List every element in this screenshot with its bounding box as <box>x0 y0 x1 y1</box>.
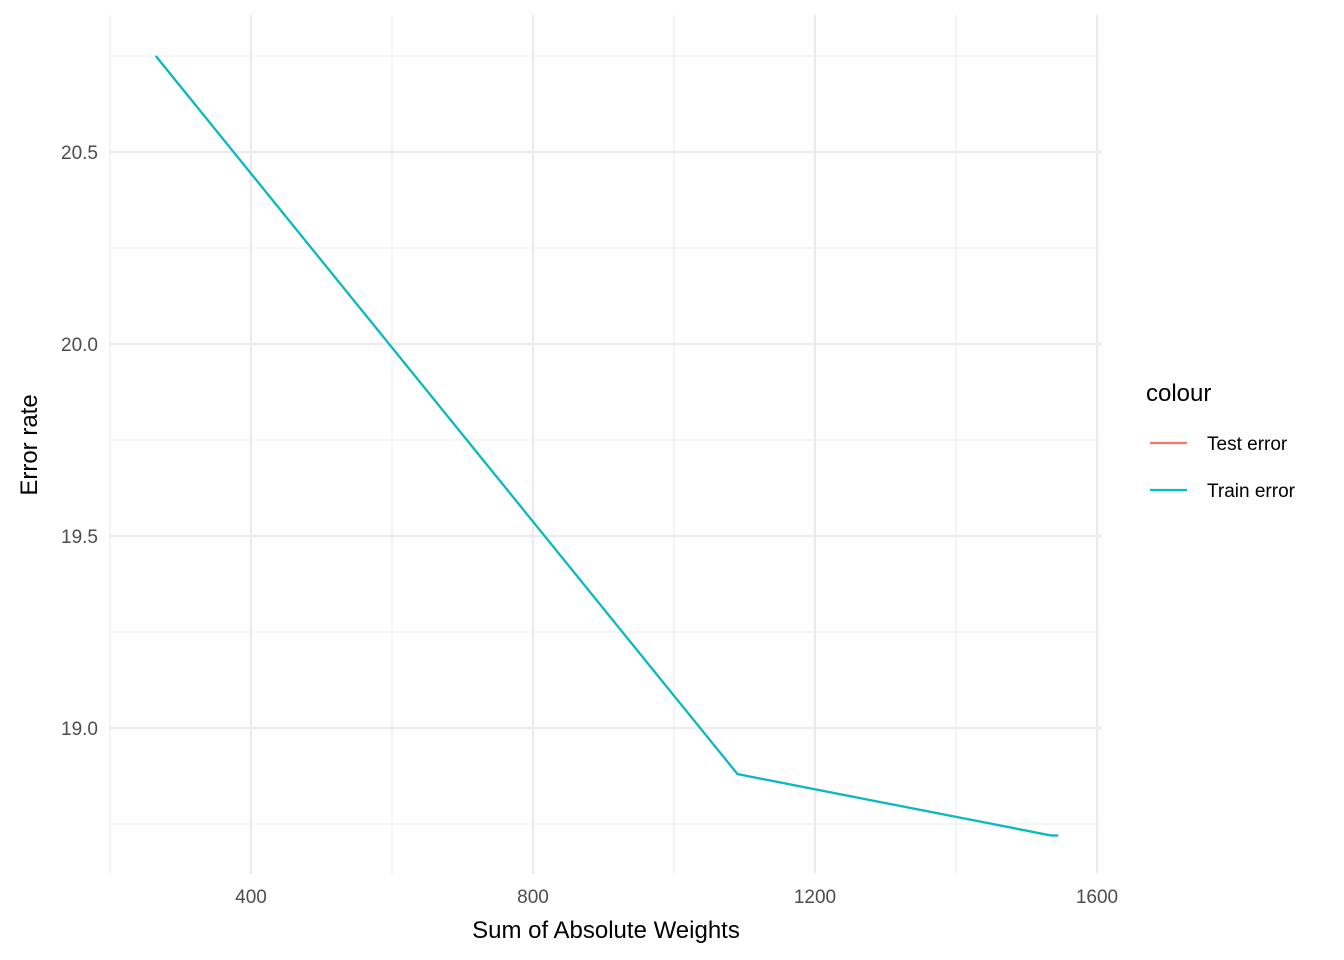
series-lines <box>154 55 1059 837</box>
minor-gridlines <box>109 15 1102 874</box>
test-error-line <box>154 55 1059 837</box>
legend-title: colour <box>1146 380 1211 407</box>
x-axis-title: Sum of Absolute Weights <box>472 917 740 944</box>
legend-label-test-error: Test error <box>1207 434 1288 455</box>
x-tick-label: 1600 <box>1076 887 1118 908</box>
x-axis-tick-labels: 400 800 1200 1600 <box>235 887 1118 908</box>
y-axis-title: Error rate <box>16 394 43 495</box>
legend: colour Test error Train error <box>1146 380 1296 502</box>
y-tick-label: 19.5 <box>61 527 98 548</box>
x-tick-label: 1200 <box>794 887 836 908</box>
x-tick-label: 400 <box>235 887 267 908</box>
legend-entries: Test error Train error <box>1150 434 1296 502</box>
major-gridlines <box>110 15 1102 874</box>
y-tick-label: 19.0 <box>61 719 98 740</box>
legend-label-train-error: Train error <box>1207 481 1296 502</box>
y-axis-tick-labels: 19.0 19.5 20.0 20.5 <box>61 143 98 740</box>
y-tick-label: 20.0 <box>61 335 98 356</box>
y-tick-label: 20.5 <box>61 143 98 164</box>
x-tick-label: 800 <box>517 887 549 908</box>
train-error-line <box>154 55 1059 837</box>
